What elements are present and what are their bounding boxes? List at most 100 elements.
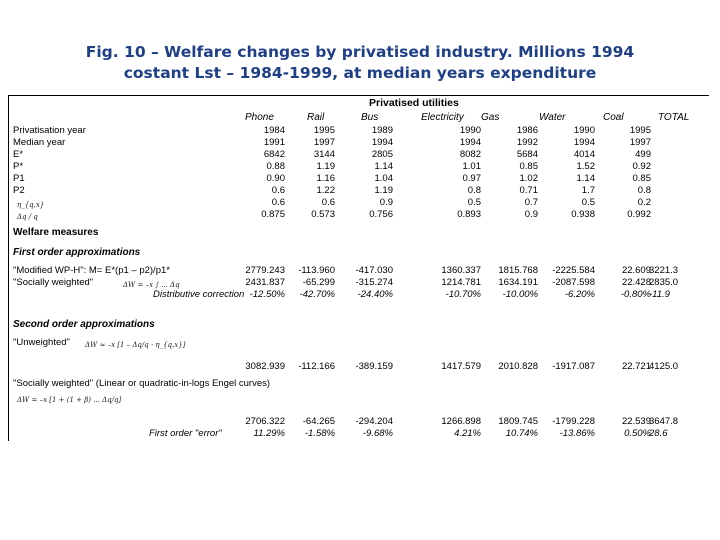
title-line-1: Fig. 10 – Welfare changes by privatised …: [85, 43, 635, 61]
cell: 0.6: [271, 197, 285, 208]
cell: -1.58%: [304, 428, 335, 439]
col-header-water: Water: [539, 112, 566, 123]
cell: -11.9: [649, 289, 670, 300]
table-row: Privatisation year 1984 1995 1989 1990 1…: [13, 125, 709, 137]
cell: 0.756: [369, 209, 393, 220]
row-label: First order "error": [149, 428, 222, 439]
table-row: P1 0.90 1.16 1.04 0.97 1.02 1.14 0.85: [13, 173, 709, 185]
cell: 1990: [573, 125, 595, 136]
title-line-2: costant Lst – 1984-1999, at median years…: [123, 64, 597, 82]
cell: 4014: [573, 149, 595, 160]
cell: 0.992: [627, 209, 651, 220]
cell: 0.85: [632, 173, 652, 184]
cell: 0.893: [457, 209, 481, 220]
cell: -9.68%: [362, 428, 393, 439]
col-header-phone: Phone: [245, 112, 274, 123]
cell: 0.9: [524, 209, 538, 220]
col-header-rail: Rail: [307, 112, 325, 123]
cell: 0.5: [467, 197, 481, 208]
socially-formula: ΔW = –x [1 + (1 + β) ... Δq/q]: [17, 396, 122, 404]
welfare-heading: Welfare measures: [13, 227, 99, 238]
cell: 1.22: [316, 185, 336, 196]
cell: 0.7: [524, 197, 538, 208]
cell: 1417.579: [441, 361, 481, 372]
cell: 3221.3: [649, 265, 679, 276]
table-row: Distributive correction -12.50% -42.70% …: [13, 289, 709, 301]
cell: 22.721: [621, 361, 651, 372]
cell: 1.7: [581, 185, 595, 196]
cell: 1992: [516, 137, 538, 148]
cell: 1.52: [576, 161, 596, 172]
row-label: P2: [13, 185, 25, 196]
cell: 1.19: [374, 185, 394, 196]
cell: 0.85: [519, 161, 539, 172]
table-row: Δq / q 0.875 0.573 0.756 0.893 0.9 0.938…: [13, 209, 709, 221]
cell: 1.04: [374, 173, 394, 184]
table-row: η_{q,x} 0.6 0.6 0.9 0.5 0.7 0.5 0.2: [13, 197, 709, 209]
eta-formula: η_{q,x}: [17, 201, 45, 209]
cell: -65.299: [302, 277, 335, 288]
cell: 10.74%: [505, 428, 538, 439]
cell: 4125.0: [649, 361, 679, 372]
cell: 1986: [516, 125, 538, 136]
cell: 0.90: [266, 173, 286, 184]
cell: 1989: [371, 125, 393, 136]
cell: 2706.322: [245, 416, 285, 427]
cell: -417.030: [355, 265, 393, 276]
row-label: "Modified WP-H": M= E*(p1 – p2)/p1*: [13, 265, 170, 276]
table-row: "Socially weighted" (Linear or quadratic…: [13, 378, 709, 390]
cell: 0.6: [271, 185, 285, 196]
cell: 22.428: [621, 277, 651, 288]
cell: -0.80%: [620, 289, 651, 300]
table-row: ΔW = –x [1 + (1 + β) ... Δq/q]: [13, 392, 709, 404]
table-row: "Modified WP-H": M= E*(p1 – p2)/p1* 2779…: [13, 265, 709, 277]
row-label: "Unweighted": [13, 337, 70, 348]
cell: 1.19: [316, 161, 336, 172]
table-row: P2 0.6 1.22 1.19 0.8 0.71 1.7 0.8: [13, 185, 709, 197]
cell: 1360.337: [441, 265, 481, 276]
cell: -315.274: [355, 277, 393, 288]
cell: 0.88: [266, 161, 286, 172]
table-row: "Socially weighted" ΔW = –x ∫ ... Δq 243…: [13, 277, 709, 289]
table-row: "Unweighted" ΔW ≈ –x [1 – Δq/q · η_{q,x}…: [13, 337, 709, 349]
cell: -13.86%: [559, 428, 595, 439]
cell: 0.5: [581, 197, 595, 208]
cell: 3647.8: [649, 416, 679, 427]
table-row: First order "error" 11.29% -1.58% -9.68%…: [13, 428, 709, 440]
cell: -42.70%: [299, 289, 335, 300]
cell: 2805: [371, 149, 393, 160]
row-label: Privatisation year: [13, 125, 86, 136]
col-header-total: TOTAL: [658, 112, 690, 123]
second-order-heading: Second order approximations: [13, 319, 155, 330]
table-row: P* 0.88 1.19 1.14 1.01 0.85 1.52 0.92: [13, 161, 709, 173]
cell: 0.92: [632, 161, 652, 172]
row-label: Median year: [13, 137, 66, 148]
cell: 22.539: [621, 416, 651, 427]
cell: 3144: [313, 149, 335, 160]
cell: 1.01: [462, 161, 482, 172]
cell: 1995: [313, 125, 335, 136]
cell: -10.70%: [445, 289, 481, 300]
row-label: P*: [13, 161, 24, 172]
cell: -112.166: [298, 361, 335, 372]
cell: 3082.939: [245, 361, 285, 372]
table-row: 3082.939 -112.166 -389.159 1417.579 2010…: [13, 361, 709, 373]
row-label: "Socially weighted": [13, 277, 94, 288]
results-table: Privatised utilities Phone Rail Bus Elec…: [8, 95, 709, 441]
cell: 1994: [371, 137, 393, 148]
cell: 0.2: [637, 197, 651, 208]
cell: 2835.0: [649, 277, 679, 288]
cell: 5684: [516, 149, 538, 160]
cell: 1995: [629, 125, 651, 136]
col-header-coal: Coal: [603, 112, 624, 123]
figure-title: Fig. 10 – Welfare changes by privatised …: [0, 42, 720, 84]
cell: -24.40%: [357, 289, 393, 300]
cell: 499: [635, 149, 651, 160]
cell: -2225.584: [552, 265, 595, 276]
row-label: Distributive correction: [153, 289, 245, 300]
cell: 0.6: [321, 197, 335, 208]
cell: -12.50%: [249, 289, 285, 300]
cell: 0.8: [637, 185, 651, 196]
cell: 1809.745: [498, 416, 538, 427]
cell: 0.8: [467, 185, 481, 196]
